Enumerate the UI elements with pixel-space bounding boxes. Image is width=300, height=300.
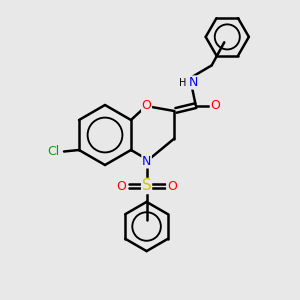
Text: H: H <box>179 77 187 88</box>
Text: Cl: Cl <box>47 145 60 158</box>
Text: N: N <box>189 76 198 89</box>
Text: S: S <box>142 178 152 194</box>
Text: O: O <box>167 179 177 193</box>
Text: N: N <box>142 155 151 168</box>
Text: O: O <box>210 99 220 112</box>
Text: O: O <box>116 179 126 193</box>
Text: O: O <box>142 99 152 112</box>
